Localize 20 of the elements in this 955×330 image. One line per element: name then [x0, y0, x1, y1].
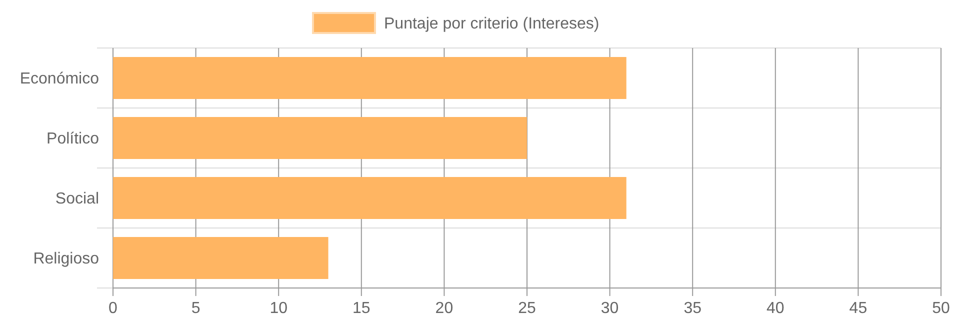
x-tick-label: 50 [932, 300, 950, 317]
x-tick-label: 0 [108, 300, 118, 317]
y-tick-label: Económico [20, 70, 100, 88]
x-tick-label: 15 [352, 300, 370, 317]
x-tick-label: 10 [270, 300, 288, 317]
x-tick-label: 20 [435, 300, 454, 317]
y-tick-label: Político [46, 130, 100, 148]
x-tick-label: 25 [518, 300, 536, 317]
x-tick-label: 30 [600, 300, 619, 317]
y-tick-label: Social [55, 190, 99, 208]
bar [113, 177, 626, 219]
x-tick-label: 40 [766, 300, 784, 317]
x-tick-label: 5 [191, 300, 200, 317]
y-tick-label: Religioso [33, 250, 100, 268]
bar [113, 117, 527, 159]
legend-label: Puntaje por criterio (Intereses) [384, 16, 600, 33]
bar [113, 57, 626, 99]
x-tick-label: 35 [684, 300, 702, 317]
x-tick-label: 45 [849, 300, 868, 317]
bar [113, 237, 328, 279]
